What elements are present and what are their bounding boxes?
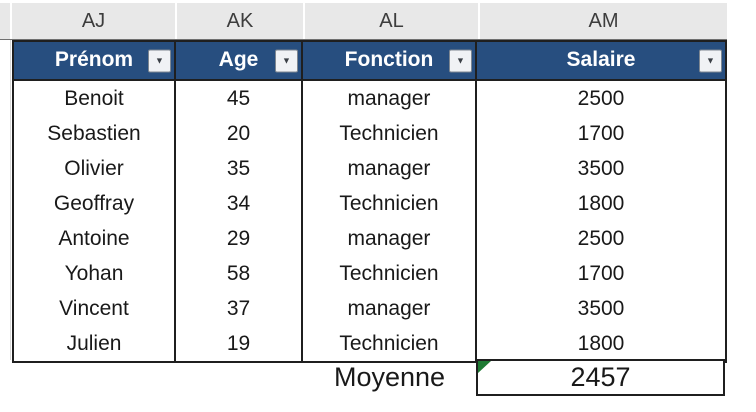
cell-age[interactable]: 19 [176,326,303,361]
cell-salaire[interactable]: 1700 [577,122,625,145]
column-letter-ak[interactable]: AK [177,3,303,39]
cell-fonction[interactable]: manager [303,291,477,326]
table-row: Yohan 58 Technicien 1700 [14,256,725,291]
table-row: Antoine 29 manager 2500 [14,221,725,256]
filter-button-prenom[interactable]: ▼ [148,49,171,72]
header-label-salaire: Salaire [566,48,636,71]
column-letter-al[interactable]: AL [305,3,478,39]
column-letter-aj[interactable]: AJ [12,3,175,39]
cell-prenom[interactable]: Yohan [14,256,176,291]
table-header-salaire[interactable]: Salaire ▼ [477,42,725,79]
cell-prenom[interactable]: Julien [14,326,176,361]
cell-age[interactable]: 45 [176,81,303,116]
column-letter-strip: AJ AK AL AM [0,3,727,39]
moyenne-label[interactable]: Moyenne [333,362,446,392]
header-label-age: Age [218,48,259,71]
summary-row: Moyenne 2457 [12,359,725,396]
cell-prenom[interactable]: Antoine [14,221,176,256]
table-row: Julien 19 Technicien 1800 [14,326,725,361]
cell-salaire[interactable]: 2500 [577,87,625,110]
filter-dropdown-icon: ▼ [155,55,164,65]
table-row: Vincent 37 manager 3500 [14,291,725,326]
header-label-prenom: Prénom [54,48,134,71]
cell-age[interactable]: 20 [176,116,303,151]
cell-age[interactable]: 37 [176,291,303,326]
table-header-prenom[interactable]: Prénom ▼ [14,42,176,79]
cell-age[interactable]: 29 [176,221,303,256]
cell-age[interactable]: 35 [176,151,303,186]
table-row: Olivier 35 manager 3500 [14,151,725,186]
cell-salaire[interactable]: 3500 [577,297,625,320]
cell-prenom[interactable]: Sebastien [14,116,176,151]
filter-dropdown-icon: ▼ [706,55,715,65]
cell-fonction[interactable]: Technicien [303,186,477,221]
data-table: Prénom ▼ Age ▼ Fonction ▼ Salaire ▼ Beno… [12,40,727,363]
cell-prenom[interactable]: Geoffray [14,186,176,221]
table-row: Benoit 45 manager 2500 [14,81,725,116]
table-row: Sebastien 20 Technicien 1700 [14,116,725,151]
header-label-fonction: Fonction [344,48,434,71]
table-header-fonction[interactable]: Fonction ▼ [303,42,477,79]
cell-age[interactable]: 34 [176,186,303,221]
average-value: 2457 [570,362,631,392]
summary-spacer [12,359,303,396]
column-letter-am[interactable]: AM [480,3,727,39]
filter-button-fonction[interactable]: ▼ [449,49,472,72]
cell-fonction[interactable]: Technicien [303,326,477,361]
column-strip-border [0,39,727,40]
cell-fonction[interactable]: Technicien [303,256,477,291]
table-row: Geoffray 34 Technicien 1800 [14,186,725,221]
filter-dropdown-icon: ▼ [456,55,465,65]
filter-button-age[interactable]: ▼ [275,49,298,72]
sheet-gridline [10,40,11,360]
cell-salaire[interactable]: 1800 [577,192,625,215]
cell-salaire[interactable]: 1800 [577,332,625,355]
cell-prenom[interactable]: Olivier [14,151,176,186]
filter-button-salaire[interactable]: ▼ [699,49,722,72]
cell-fonction[interactable]: manager [303,221,477,256]
cell-prenom[interactable]: Benoit [14,81,176,116]
formula-indicator-triangle [478,361,491,373]
filter-dropdown-icon: ▼ [282,55,291,65]
cell-fonction[interactable]: manager [303,151,477,186]
cell-salaire[interactable]: 2500 [577,227,625,250]
cell-prenom[interactable]: Vincent [14,291,176,326]
column-strip-stub [0,3,10,39]
cell-age[interactable]: 58 [176,256,303,291]
table-header-age[interactable]: Age ▼ [176,42,303,79]
cell-fonction[interactable]: manager [303,81,477,116]
cell-fonction[interactable]: Technicien [303,116,477,151]
average-value-cell[interactable]: 2457 [476,359,725,396]
cell-salaire[interactable]: 1700 [577,262,625,285]
table-header-row: Prénom ▼ Age ▼ Fonction ▼ Salaire ▼ [14,42,725,81]
cell-salaire[interactable]: 3500 [577,157,625,180]
